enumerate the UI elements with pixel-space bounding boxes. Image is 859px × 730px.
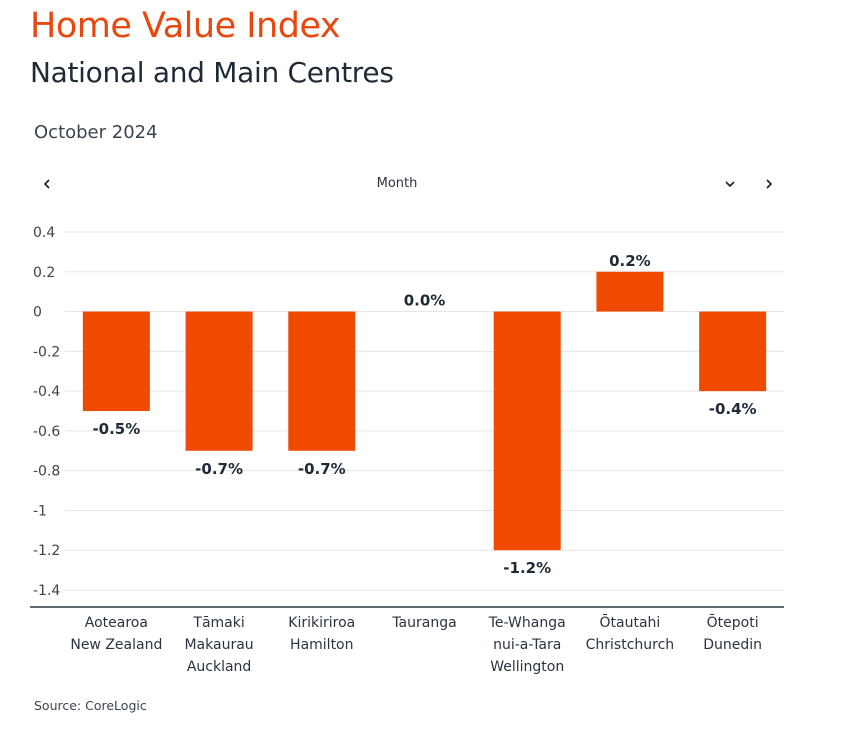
bar xyxy=(699,311,767,392)
x-tick-label: Aotearoa xyxy=(85,615,148,631)
chart-title: Home Value Index xyxy=(30,6,341,46)
data-label: 0.0% xyxy=(404,292,446,310)
period-label: October 2024 xyxy=(34,122,158,143)
data-label: -0.5% xyxy=(92,420,140,438)
previous-period-button[interactable] xyxy=(36,173,58,195)
chevron-right-icon xyxy=(766,179,772,189)
x-tick-label: nui-a-Tara xyxy=(493,637,561,653)
source-note: Source: CoreLogic xyxy=(34,698,147,713)
chart-subtitle: National and Main Centres xyxy=(30,56,394,89)
x-tick-label: New Zealand xyxy=(70,637,162,653)
next-period-button[interactable] xyxy=(758,173,780,195)
data-label: -0.4% xyxy=(709,400,757,418)
y-tick-label: -0.8 xyxy=(33,464,60,480)
data-label: 0.2% xyxy=(609,252,651,270)
chevron-down-icon xyxy=(725,181,735,187)
x-tick-label: Auckland xyxy=(187,659,251,675)
period-dropdown-button[interactable] xyxy=(719,173,741,195)
y-tick-label: -1 xyxy=(33,503,47,519)
x-tick-label: Christchurch xyxy=(586,637,675,653)
x-tick-label: Kirikiriroa xyxy=(288,615,355,631)
chevron-left-icon xyxy=(44,179,50,189)
bar xyxy=(185,311,253,451)
x-tick-label: Dunedin xyxy=(703,637,762,653)
data-label: -0.7% xyxy=(298,460,346,478)
bar xyxy=(288,311,356,451)
y-tick-label: 0.4 xyxy=(33,225,55,241)
period-select-label: Month xyxy=(376,176,418,191)
y-tick-label: -0.2 xyxy=(33,344,60,360)
x-tick-label: Tauranga xyxy=(391,615,456,631)
bar xyxy=(596,271,664,312)
y-tick-label: -1.2 xyxy=(33,543,60,559)
data-label: -1.2% xyxy=(503,559,551,577)
data-label: -0.7% xyxy=(195,460,243,478)
x-tick-label: Ōtautahi xyxy=(600,614,661,631)
x-tick-label: Tāmaki xyxy=(192,615,244,631)
y-tick-label: 0 xyxy=(33,305,42,321)
x-tick-label: Makaurau xyxy=(184,637,253,653)
x-tick-label: Hamilton xyxy=(290,637,353,653)
bar-chart: 0.4 0.2 0 -0.2 -0.4 -0.6 -0.8 -1 -1.2 -1.4 -0.5% Ao… xyxy=(30,225,784,675)
y-tick-label: -1.4 xyxy=(33,583,60,599)
bar xyxy=(82,311,150,411)
y-tick-label: -0.4 xyxy=(33,384,60,400)
x-tick-label: Wellington xyxy=(490,659,564,675)
y-tick-label: -0.6 xyxy=(33,424,60,440)
bar xyxy=(493,311,561,551)
x-tick-label: Te-Whanga xyxy=(488,615,566,631)
y-tick-label: 0.2 xyxy=(33,265,55,281)
x-tick-label: Ōtepoti xyxy=(707,614,759,631)
